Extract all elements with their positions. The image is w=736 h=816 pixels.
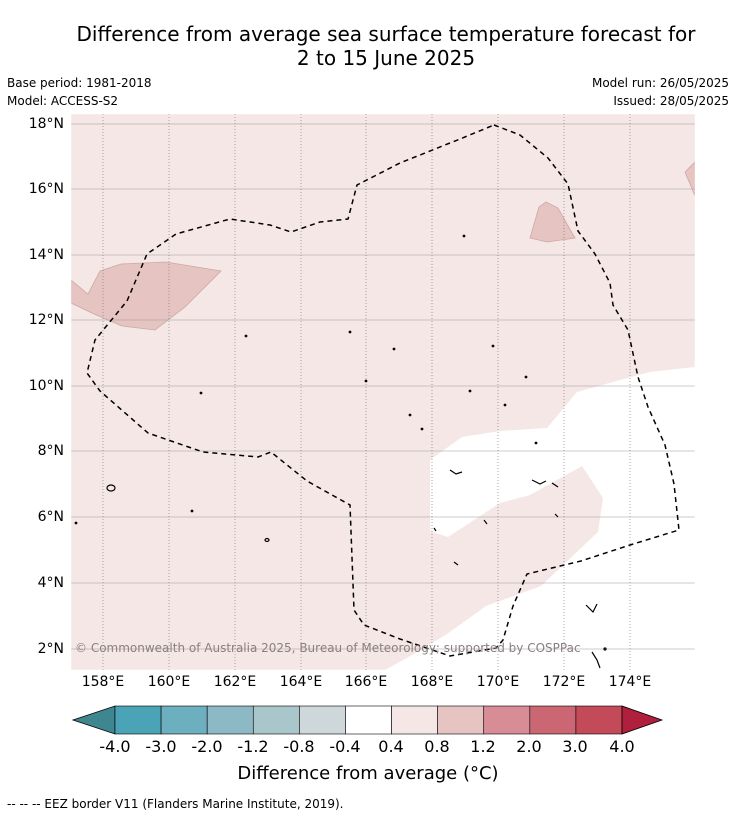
colorbar-tick: 4.0 (609, 737, 635, 756)
colorbar-segment (206, 705, 254, 735)
eez-border (86, 124, 680, 657)
eez-legend: -- -- -- EEZ border V11 (Flanders Marine… (7, 797, 344, 811)
lat-label-6n: 6°N (37, 509, 64, 525)
warm-patch-east (684, 161, 695, 197)
neutral-anomaly-region (385, 367, 695, 670)
colorbar-extend-low (71, 705, 116, 735)
colorbar-segment (483, 705, 531, 735)
meta-right: Model run: 26/05/2025 Issued: 28/05/2025 (592, 74, 729, 110)
lat-label-2n: 2°N (37, 641, 64, 657)
colorbar-tick: 1.2 (470, 737, 496, 756)
colorbar-tick: 0.4 (378, 737, 404, 756)
colorbar-segment (529, 705, 577, 735)
map-frame (70, 113, 696, 671)
lat-label-10n: 10°N (28, 378, 64, 394)
lon-label-172e: 172°E (542, 674, 586, 690)
colorbar-segment (252, 705, 300, 735)
colorbar-tick: -0.8 (283, 737, 315, 756)
lat-label-18n: 18°N (28, 116, 64, 132)
colorbar-extend-high (621, 705, 664, 735)
base-period: Base period: 1981-2018 (7, 76, 152, 90)
lon-label-160e: 160°E (147, 674, 191, 690)
colorbar-tick: -3.0 (145, 737, 177, 756)
copyright-note: © Commonwealth of Australia 2025, Bureau… (75, 641, 581, 655)
colorbar-tick: -1.2 (237, 737, 269, 756)
lon-label-174e: 174°E (608, 674, 652, 690)
colorbar-tick: 2.0 (516, 737, 542, 756)
colorbar (71, 705, 664, 735)
lon-label-164e: 164°E (279, 674, 323, 690)
meta-left: Base period: 1981-2018 Model: ACCESS-S2 (7, 74, 152, 110)
map-title: Difference from average sea surface temp… (0, 22, 736, 70)
title-line-1: Difference from average sea surface temp… (76, 22, 696, 46)
model-name: Model: ACCESS-S2 (7, 94, 119, 108)
colorbar-tick: 3.0 (562, 737, 588, 756)
warm-patch-west (71, 261, 222, 331)
lon-label-168e: 168°E (410, 674, 454, 690)
colorbar-tick: 0.8 (424, 737, 450, 756)
colorbar-tick: -4.0 (99, 737, 131, 756)
lat-label-14n: 14°N (28, 247, 64, 263)
colorbar-segment (575, 705, 623, 735)
title-line-2: 2 to 15 June 2025 (296, 46, 476, 70)
colorbar-segment (391, 705, 438, 735)
colorbar-tick: -2.0 (191, 737, 223, 756)
issued-date: Issued: 28/05/2025 (613, 94, 729, 108)
lon-label-170e: 170°E (476, 674, 520, 690)
colorbar-segment (437, 705, 485, 735)
lat-label-4n: 4°N (37, 575, 64, 591)
colorbar-segment (160, 705, 208, 735)
lat-label-8n: 8°N (37, 443, 64, 459)
latitude-gridlines (71, 123, 695, 650)
colorbar-segment (114, 705, 162, 735)
lon-label-162e: 162°E (213, 674, 257, 690)
colorbar-label: Difference from average (°C) (237, 763, 499, 784)
lon-label-166e: 166°E (344, 674, 388, 690)
colorbar-tick: -0.4 (329, 737, 361, 756)
model-run: Model run: 26/05/2025 (591, 76, 729, 90)
colorbar-segment (345, 705, 392, 735)
colorbar-segment (299, 705, 346, 735)
lat-label-16n: 16°N (28, 181, 64, 197)
island-outlines (74, 234, 607, 669)
lat-label-12n: 12°N (28, 312, 64, 328)
lon-label-158e: 158°E (81, 674, 125, 690)
